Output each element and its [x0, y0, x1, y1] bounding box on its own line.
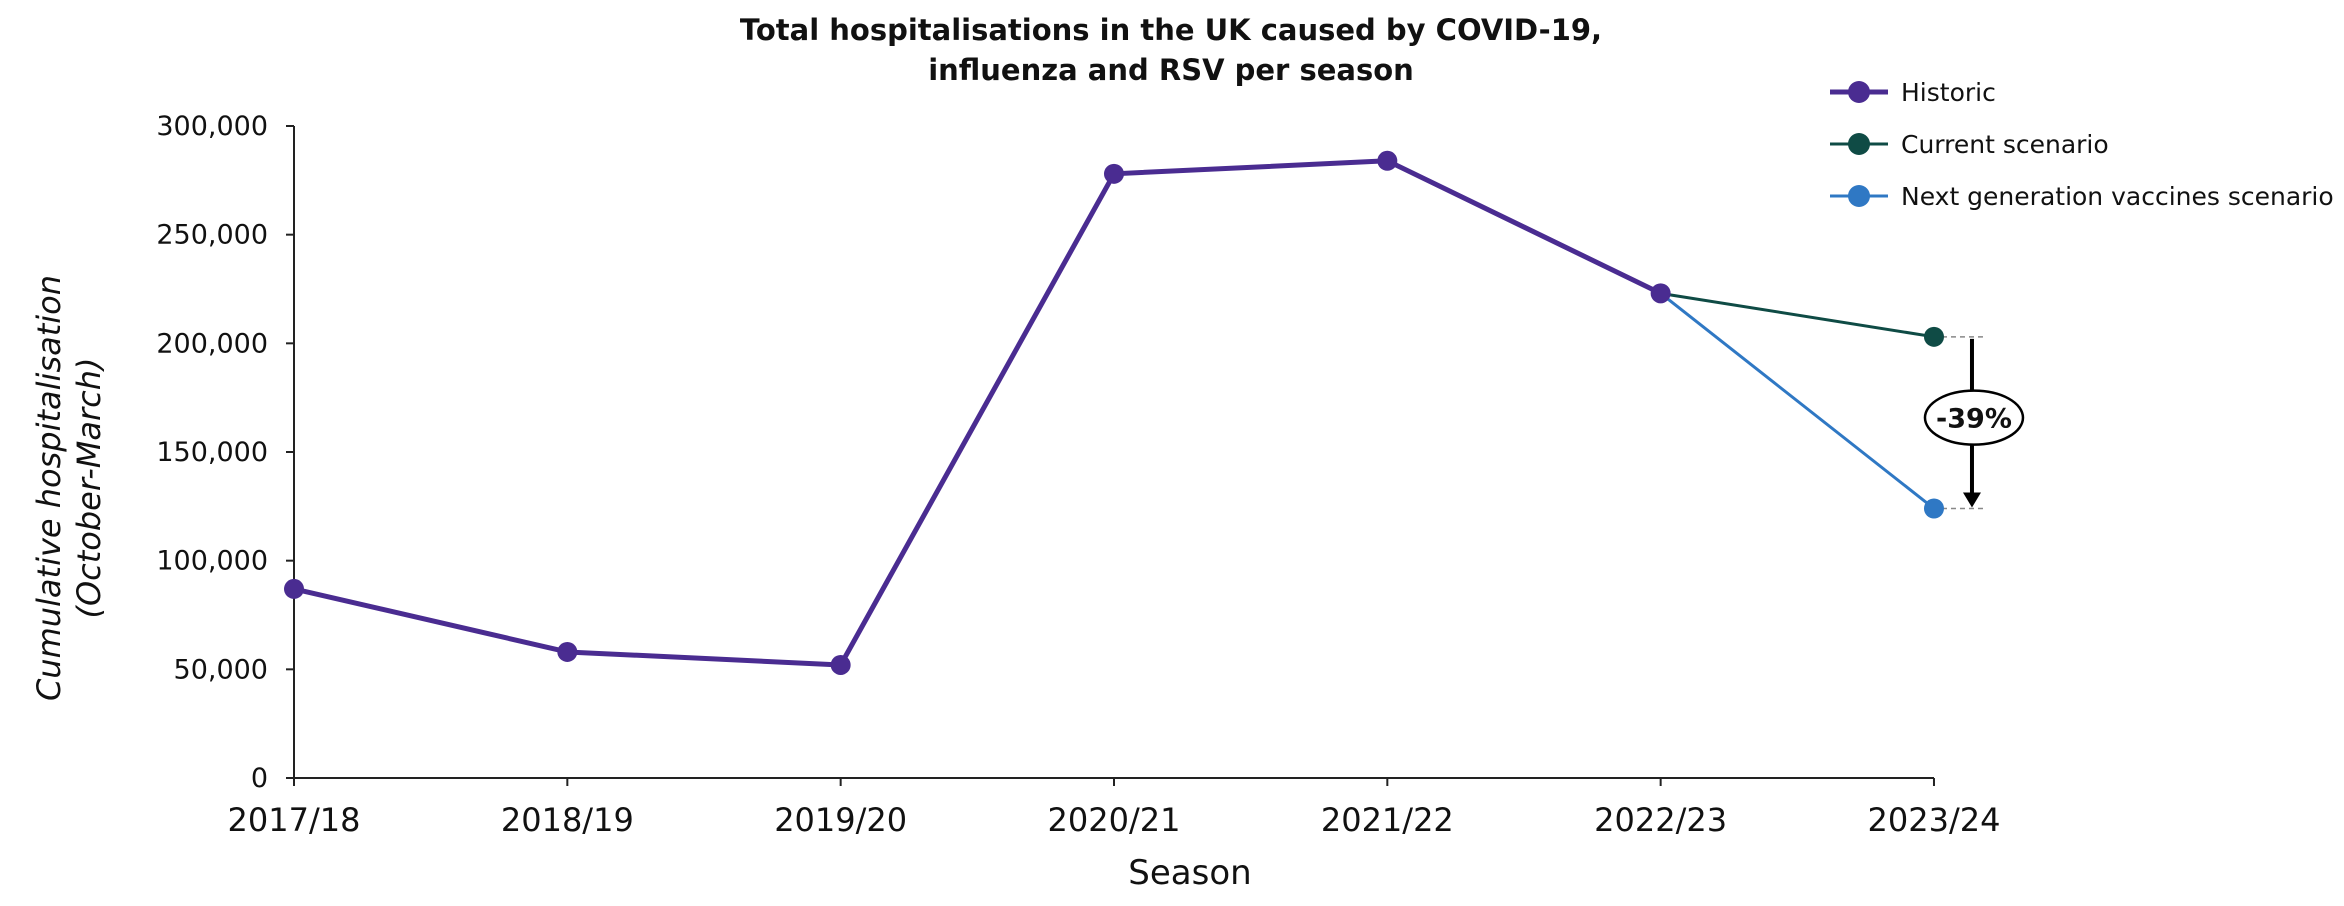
y-tick-label: 250,000 [156, 220, 268, 251]
x-tick-label: 2021/22 [1321, 801, 1454, 839]
x-tick-label: 2019/20 [774, 801, 907, 839]
annotation-ellipse [1923, 389, 2025, 446]
legend-label: Current scenario [1901, 130, 2109, 159]
series-line [1659, 292, 1935, 510]
series-line [1660, 291, 1935, 339]
y-axis-title-line-1: Cumulative hospitalisation [30, 275, 68, 701]
series-line [293, 158, 1662, 668]
y-axis-title: Cumulative hospitalisation (October-Marc… [30, 275, 108, 701]
percentage-annotation: -39% [1923, 336, 2025, 510]
y-axis-title-line-2: (October-March) [70, 357, 108, 618]
data-point [284, 578, 304, 599]
x-axis-title: Season [1128, 853, 1251, 893]
data-point [1923, 498, 1944, 519]
annotation-label: -39% [1936, 404, 2012, 435]
legend-item: Historic [1830, 78, 1996, 107]
legend-item: Current scenario [1830, 130, 2109, 159]
y-tick-label: 100,000 [156, 546, 268, 577]
data-point [1923, 326, 1944, 347]
legend-item: Next generation vaccines scenario [1830, 182, 2334, 211]
y-ticks: 0 50,000 100,000 150,000 200,000 250,000 300,0… [156, 111, 294, 794]
x-ticks: 2017/18 2018/19 2019/20 2020/21 2021/22 2022/… [228, 778, 2001, 839]
legend-marker [1848, 185, 1870, 207]
x-tick-label: 2018/19 [501, 801, 634, 839]
data-point [830, 654, 851, 675]
y-tick-label: 50,000 [174, 654, 268, 685]
x-tick-label: 2020/21 [1048, 801, 1181, 839]
data-point [1103, 163, 1124, 184]
chart-title-line-1: Total hospitalisations in the UK caused … [740, 13, 1602, 47]
chart-title-line-2: influenza and RSV per season [928, 53, 1414, 87]
series-layer [284, 150, 1944, 675]
x-tick-label: 2022/23 [1594, 801, 1727, 839]
x-tick-label: 2023/24 [1868, 801, 2001, 839]
series-0 [284, 150, 1671, 675]
data-point [557, 641, 578, 662]
y-tick-label: 0 [251, 763, 268, 794]
series-1 [1660, 291, 1944, 347]
y-tick-label: 200,000 [156, 328, 268, 359]
chart-title: Total hospitalisations in the UK caused … [740, 13, 1602, 87]
legend-label: Historic [1901, 78, 1996, 107]
annotation-arrow-head [1962, 492, 1981, 508]
data-point [1650, 283, 1671, 304]
y-tick-label: 150,000 [156, 437, 268, 468]
data-point [1377, 150, 1398, 171]
x-tick-label: 2017/18 [228, 801, 361, 839]
legend-marker [1848, 81, 1870, 103]
y-tick-label: 300,000 [156, 111, 268, 142]
legend-marker [1848, 133, 1870, 155]
series-2 [1659, 292, 1944, 519]
legend-label: Next generation vaccines scenario [1901, 182, 2334, 211]
legend: Historic Current scenario Next generation … [1830, 78, 2334, 211]
